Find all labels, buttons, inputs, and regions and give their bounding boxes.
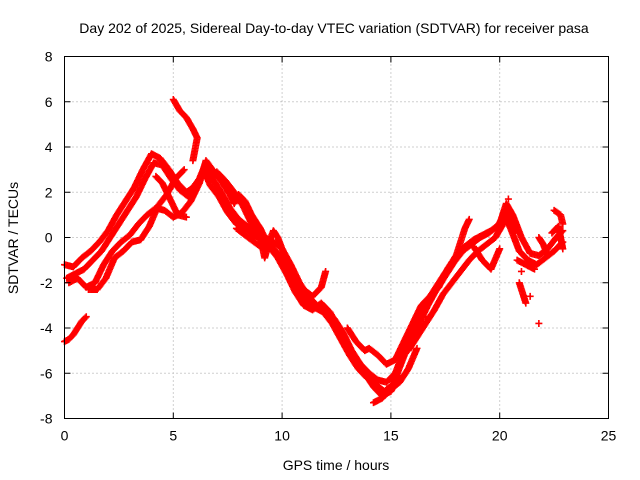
y-tick-labels: -8 -6 -4 -2 0 2 4 6 8 [40, 49, 53, 427]
data-point [517, 267, 525, 275]
y-axis-label: SDTVAR / TECUs [5, 182, 21, 294]
y-tick-label: -2 [40, 275, 53, 291]
data-point [182, 213, 190, 221]
series-trace-d [61, 95, 567, 368]
x-tick-label: 20 [492, 428, 508, 444]
x-tick-label: 10 [274, 428, 290, 444]
x-tick-label: 5 [169, 428, 177, 444]
data-point [511, 229, 519, 237]
chart-title: Day 202 of 2025, Sidereal Day-to-day VTE… [79, 20, 589, 36]
data-point [82, 313, 90, 321]
data-point [559, 245, 567, 253]
x-tick-label: 25 [601, 428, 617, 444]
data-point [180, 166, 188, 174]
x-tick-labels: 0 5 10 15 20 25 [61, 428, 617, 444]
y-tick-label: 8 [45, 49, 53, 65]
y-tick-label: -6 [40, 365, 53, 381]
x-tick-label: 0 [61, 428, 69, 444]
data-points [61, 95, 567, 407]
y-tick-label: -8 [40, 411, 53, 427]
data-point [81, 314, 89, 322]
series-trace-e [152, 172, 567, 407]
axis-ticks [64, 56, 609, 419]
data-point [322, 306, 330, 314]
x-axis-label: GPS time / hours [283, 457, 390, 473]
data-point [522, 299, 530, 307]
data-point [422, 313, 430, 321]
data-point [413, 344, 421, 352]
grid-lines [64, 56, 609, 419]
y-tick-label: 0 [45, 230, 53, 246]
data-point [465, 215, 473, 223]
x-tick-label: 15 [383, 428, 399, 444]
data-point [544, 252, 552, 260]
data-point [496, 245, 504, 253]
y-tick-label: 6 [45, 94, 53, 110]
data-point [504, 195, 512, 203]
y-tick-label: -4 [40, 320, 53, 336]
data-point [256, 224, 264, 232]
data-point [189, 157, 197, 165]
data-point [179, 167, 187, 175]
series-trace-b [63, 159, 567, 395]
data-point [535, 319, 543, 327]
data-point [531, 265, 539, 273]
y-tick-label: 2 [45, 184, 53, 200]
data-point [526, 292, 534, 300]
data-point [322, 267, 330, 275]
y-tick-label: 4 [45, 139, 53, 155]
data-point [559, 220, 567, 228]
